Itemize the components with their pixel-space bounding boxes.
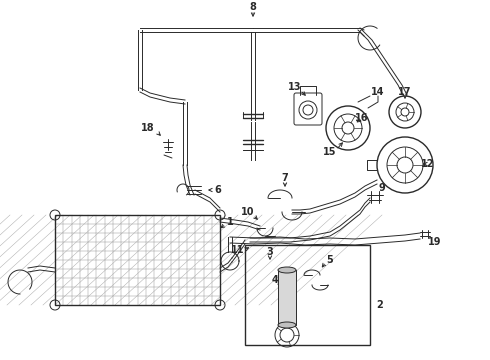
Bar [55,215,220,305]
Bar [245,245,370,345]
Text: 1: 1 [227,217,233,227]
Text: 2: 2 [377,300,383,310]
Text: 16: 16 [355,113,369,123]
Bar [278,270,296,325]
Text: 10: 10 [241,207,255,217]
Text: 11: 11 [231,245,245,255]
Text: 7: 7 [282,173,289,183]
Text: 8: 8 [249,2,256,12]
Text: 3: 3 [267,247,273,257]
Text: 15: 15 [323,147,337,157]
Text: 18: 18 [141,123,155,133]
Ellipse shape [278,267,296,273]
Text: 12: 12 [421,159,435,169]
Text: 4: 4 [271,275,278,285]
Text: 6: 6 [215,185,221,195]
Text: 5: 5 [327,255,333,265]
Ellipse shape [278,322,296,328]
Text: 14: 14 [371,87,385,97]
Text: 9: 9 [379,183,385,193]
Text: 19: 19 [428,237,442,247]
Text: 17: 17 [398,87,412,97]
Text: 13: 13 [288,82,302,92]
